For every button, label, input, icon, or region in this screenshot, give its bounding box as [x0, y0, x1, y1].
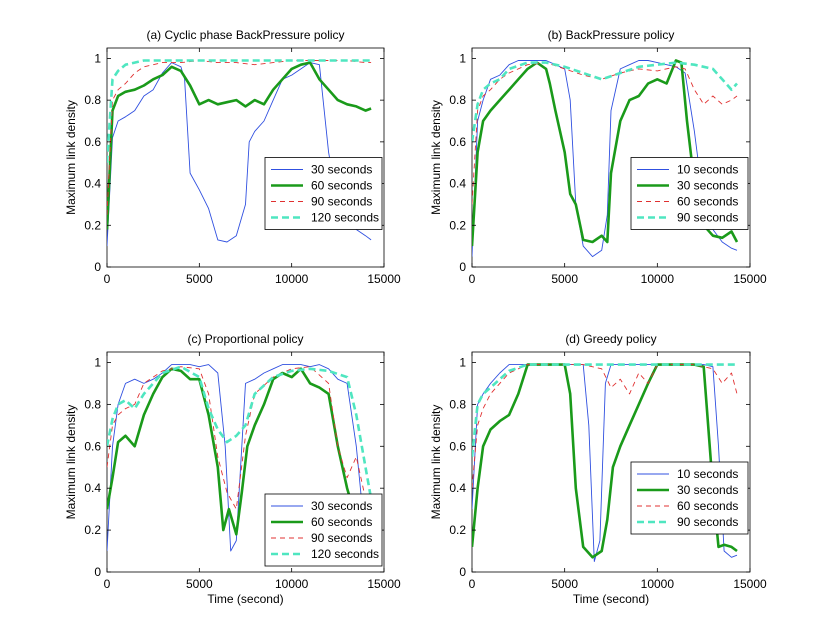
- x-tick-label: 0: [469, 577, 476, 591]
- legend-label-4: 90 seconds: [677, 515, 738, 529]
- y-tick-label: 0.6: [449, 439, 466, 453]
- y-tick-label: 0.8: [449, 397, 466, 411]
- chart-title: (d) Greedy policy: [565, 332, 656, 346]
- legend-label-4: 120 seconds: [311, 547, 379, 561]
- x-tick-label: 10000: [275, 577, 309, 591]
- y-axis-label: Maximum link density: [64, 405, 78, 520]
- y-tick-label: 0.8: [84, 93, 101, 107]
- y-tick-label: 0.4: [84, 481, 101, 495]
- legend-label-4: 120 seconds: [311, 211, 379, 225]
- series-line-1: [107, 364, 372, 558]
- legend-label-2: 60 seconds: [311, 515, 372, 529]
- legend-label-2: 30 seconds: [677, 179, 738, 193]
- series-line-3: [107, 366, 372, 510]
- x-tick-label: 0: [104, 272, 111, 286]
- y-tick-label: 0: [94, 565, 101, 579]
- x-tick-label: 5000: [551, 272, 578, 286]
- legend-label-3: 60 seconds: [677, 499, 738, 513]
- legend-label-3: 90 seconds: [311, 531, 372, 545]
- y-tick-label: 0.8: [449, 93, 466, 107]
- y-tick-label: 1: [459, 51, 466, 65]
- y-tick-label: 0: [459, 565, 466, 579]
- y-tick-label: 0.6: [84, 135, 101, 149]
- x-tick-label: 15000: [733, 272, 767, 286]
- legend-label-1: 10 seconds: [677, 467, 738, 481]
- y-tick-label: 1: [94, 355, 101, 369]
- series-line-1: [472, 60, 738, 258]
- legend-label-2: 60 seconds: [311, 179, 372, 193]
- series-line-2: [107, 61, 372, 230]
- x-tick-label: 15000: [367, 272, 401, 286]
- series-line-3: [472, 364, 738, 489]
- legend-label-4: 90 seconds: [677, 211, 738, 225]
- y-tick-label: 0.4: [84, 177, 101, 191]
- series-line-2: [472, 59, 739, 247]
- legend: 10 seconds 30 seconds 60 seconds 90 seconds: [630, 157, 749, 230]
- legend: 30 seconds 60 seconds 90 seconds 120 second…: [264, 157, 383, 230]
- legend-label-1: 30 seconds: [311, 163, 372, 177]
- x-tick-label: 5000: [186, 272, 213, 286]
- series-group: [107, 59, 372, 247]
- legend-label-2: 30 seconds: [677, 483, 738, 497]
- x-tick-label: 0: [469, 272, 476, 286]
- chart-title: (b) BackPressure policy: [548, 28, 675, 42]
- y-tick-label: 1: [459, 355, 466, 369]
- series-line-2: [107, 367, 372, 538]
- chart-panel-3: 0 5000 10000 15000 0 0.2 0.4 0.6 0.8 1 (c) Proport…: [64, 332, 401, 606]
- chart-panel-1: 0 5000 10000 15000 0 0.2 0.4 0.6 0.8 1 (a) Cyclic …: [64, 28, 401, 286]
- y-tick-label: 0.2: [449, 523, 466, 537]
- chart-title: (c) Proportional policy: [187, 332, 303, 346]
- series-group: [472, 363, 738, 562]
- x-tick-label: 5000: [551, 577, 578, 591]
- y-tick-label: 0.2: [449, 218, 466, 232]
- y-tick-label: 0.6: [84, 439, 101, 453]
- x-tick-label: 10000: [641, 272, 675, 286]
- y-tick-label: 0.2: [84, 218, 101, 232]
- series-group: [107, 364, 373, 558]
- legend: 10 seconds 30 seconds 60 seconds 90 seconds: [630, 461, 749, 535]
- series-group: [472, 59, 739, 258]
- y-tick-label: 0.4: [449, 481, 466, 495]
- y-tick-label: 0: [94, 260, 101, 274]
- y-tick-label: 0: [459, 260, 466, 274]
- series-line-1: [472, 364, 738, 562]
- series-line-3: [472, 62, 738, 205]
- y-axis-label: Maximum link density: [64, 100, 78, 215]
- x-tick-label: 10000: [641, 577, 675, 591]
- series-line-4: [107, 59, 372, 163]
- legend-label-3: 60 seconds: [677, 195, 738, 209]
- series-line-1: [107, 62, 372, 247]
- legend-label-1: 30 seconds: [311, 499, 372, 513]
- y-tick-label: 0.2: [84, 523, 101, 537]
- x-axis-label: Time (second): [573, 592, 649, 606]
- x-tick-label: 15000: [733, 577, 767, 591]
- legend-label-3: 90 seconds: [311, 195, 372, 209]
- x-tick-label: 5000: [186, 577, 213, 591]
- x-tick-label: 10000: [275, 272, 309, 286]
- y-tick-label: 1: [94, 51, 101, 65]
- chart-title: (a) Cyclic phase BackPressure policy: [146, 28, 344, 42]
- y-tick-label: 0.6: [449, 135, 466, 149]
- y-tick-label: 0.8: [84, 397, 101, 411]
- x-tick-label: 0: [104, 577, 111, 591]
- chart-panel-4: 0 5000 10000 15000 0 0.2 0.4 0.6 0.8 1 (d) Greedy …: [429, 332, 767, 606]
- y-axis-label: Maximum link density: [429, 100, 443, 215]
- chart-panel-2: 0 5000 10000 15000 0 0.2 0.4 0.6 0.8 1 (b) BackPre…: [429, 28, 767, 286]
- series-line-3: [107, 60, 372, 215]
- x-axis-label: Time (second): [207, 592, 283, 606]
- series-line-4: [107, 365, 373, 499]
- legend-label-1: 10 seconds: [677, 163, 738, 177]
- x-tick-label: 15000: [367, 577, 401, 591]
- y-axis-label: Maximum link density: [429, 405, 443, 520]
- legend: 30 seconds 60 seconds 90 seconds 120 second…: [264, 493, 383, 567]
- y-tick-label: 0.4: [449, 177, 466, 191]
